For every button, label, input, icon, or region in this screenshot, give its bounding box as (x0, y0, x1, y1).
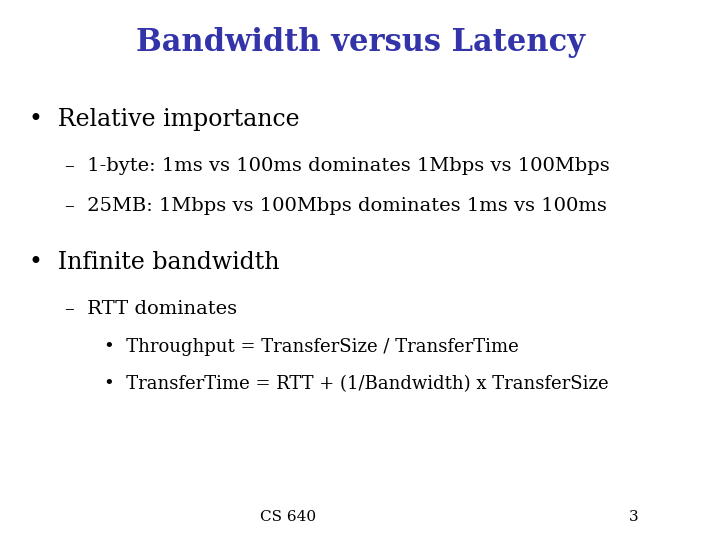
Text: •  Throughput = TransferSize / TransferTime: • Throughput = TransferSize / TransferTi… (104, 338, 519, 355)
Text: –  25MB: 1Mbps vs 100Mbps dominates 1ms vs 100ms: – 25MB: 1Mbps vs 100Mbps dominates 1ms v… (65, 197, 607, 215)
Text: •  Infinite bandwidth: • Infinite bandwidth (29, 251, 279, 274)
Text: CS 640: CS 640 (260, 510, 316, 524)
Text: Bandwidth versus Latency: Bandwidth versus Latency (135, 27, 585, 58)
Text: 3: 3 (629, 510, 639, 524)
Text: –  1-byte: 1ms vs 100ms dominates 1Mbps vs 100Mbps: – 1-byte: 1ms vs 100ms dominates 1Mbps v… (65, 157, 610, 174)
Text: •  Relative importance: • Relative importance (29, 108, 300, 131)
Text: –  RTT dominates: – RTT dominates (65, 300, 237, 318)
Text: •  TransferTime = RTT + (1/Bandwidth) x TransferSize: • TransferTime = RTT + (1/Bandwidth) x T… (104, 375, 609, 393)
